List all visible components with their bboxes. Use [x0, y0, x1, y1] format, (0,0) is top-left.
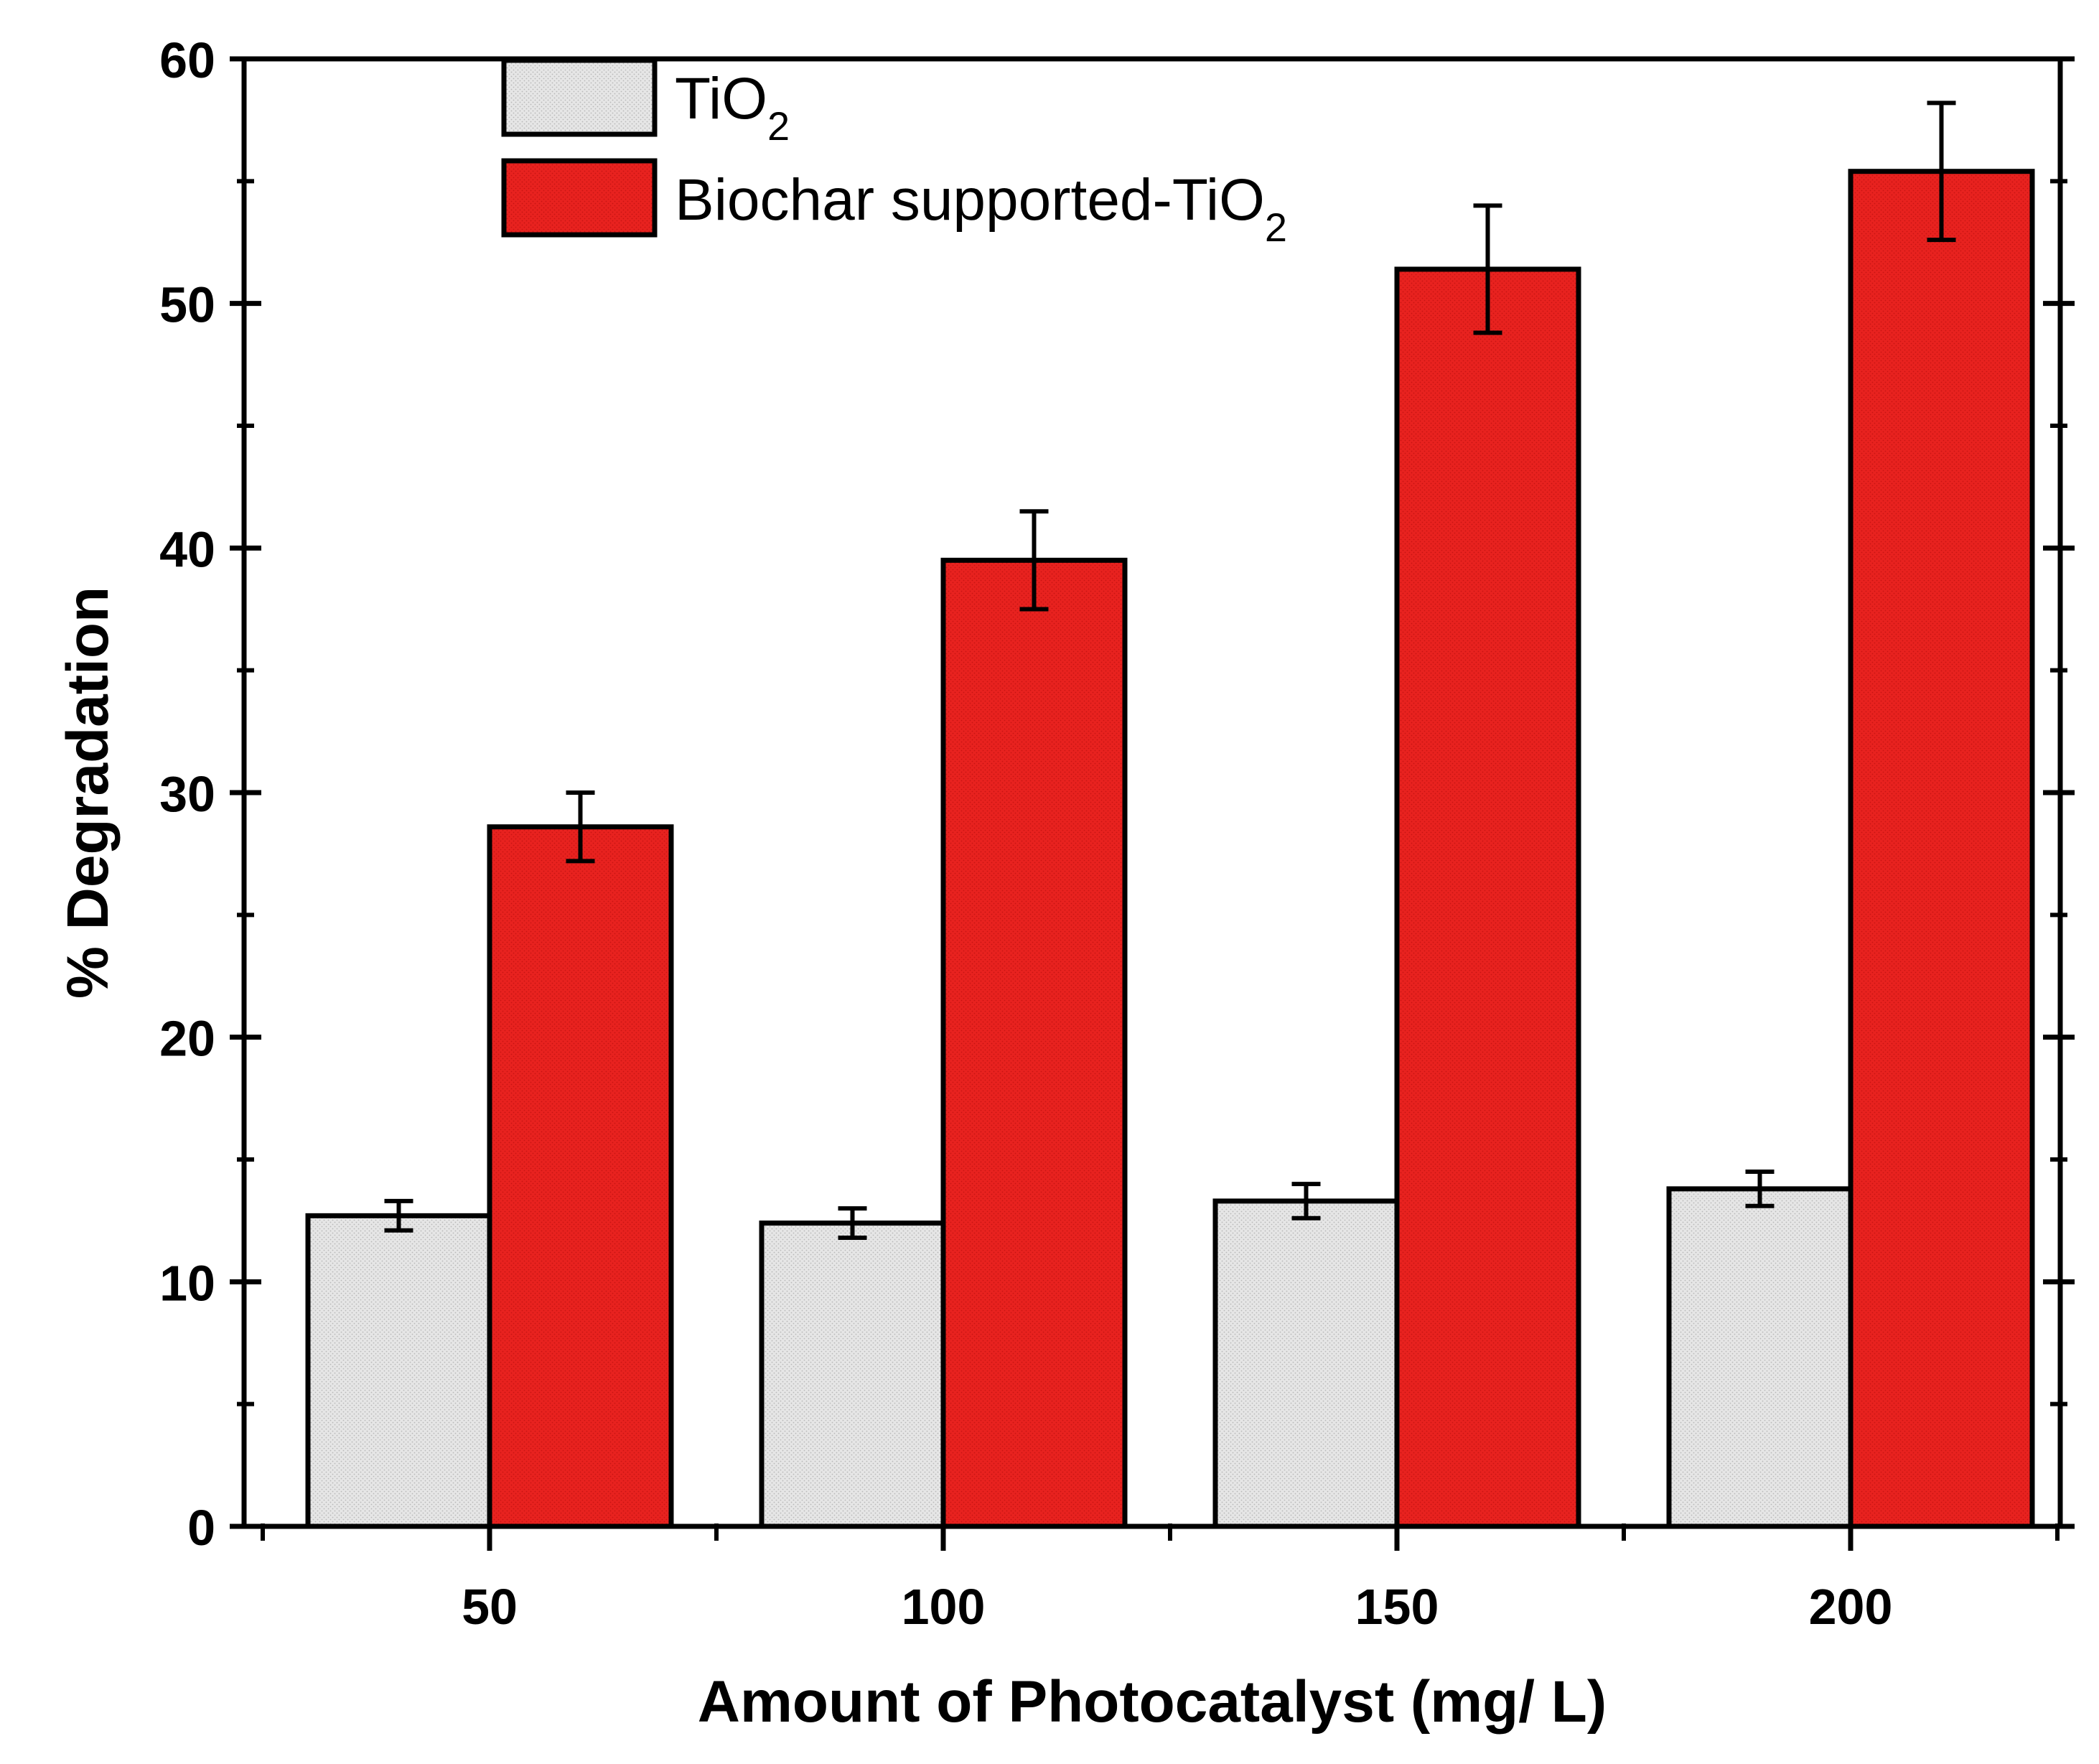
y-tick-label-30: 30: [159, 766, 215, 822]
bars: [305, 169, 2035, 1529]
y-tick-label-10: 10: [159, 1255, 215, 1311]
x-axis-label: Amount of Photocatalyst (mg/ L): [698, 1669, 1607, 1735]
error-bar-biochar-tio2-200: [1927, 101, 1956, 243]
y-tick-label-20: 20: [159, 1011, 215, 1067]
legend: TiO2 Biochar supported-TiO2: [501, 57, 1287, 250]
y-tick-label-40: 40: [159, 521, 215, 577]
y-axis-label: % Degradation: [55, 587, 121, 999]
legend-label-tio2: TiO2: [675, 66, 790, 149]
x-tick-label-150: 150: [1355, 1579, 1439, 1635]
y-tick-label-0: 0: [187, 1500, 215, 1556]
x-tick-label-50: 50: [462, 1579, 518, 1635]
error-bar-tio2-200: [1745, 1170, 1775, 1208]
legend-swatch-tio2: [501, 57, 658, 137]
bar-biochar-tio2-200: [1848, 169, 2035, 1529]
error-bar-tio2-150: [1291, 1182, 1321, 1221]
legend-swatch-biochar-tio2: [501, 158, 658, 238]
legend-label-biochar-tio2: Biochar supported-TiO2: [675, 167, 1287, 250]
ticks: [230, 56, 2075, 1551]
bar-biochar-tio2-100: [940, 557, 1128, 1529]
error-bar-biochar-tio2-50: [566, 790, 595, 864]
bar-biochar-tio2-50: [487, 824, 674, 1529]
y-tick-label-50: 50: [159, 277, 215, 333]
bar-tio2-50: [305, 1213, 492, 1529]
error-bar-tio2-100: [838, 1206, 867, 1241]
error-bar-biochar-tio2-100: [1019, 509, 1049, 612]
bar-tio2-200: [1666, 1186, 1853, 1529]
bar-tio2-100: [759, 1221, 946, 1529]
bar-tio2-150: [1212, 1198, 1400, 1529]
error-bars: [384, 101, 1956, 1241]
bar-biochar-tio2-150: [1394, 266, 1581, 1529]
error-bar-tio2-50: [384, 1198, 413, 1233]
y-tick-label-60: 60: [159, 32, 215, 88]
x-tick-label-200: 200: [1809, 1579, 1893, 1635]
tick-labels: 0 10 20 30 40 50 60 50 100 150 200: [159, 32, 1892, 1635]
x-tick-label-100: 100: [902, 1579, 986, 1635]
error-bar-biochar-tio2-150: [1473, 203, 1502, 335]
